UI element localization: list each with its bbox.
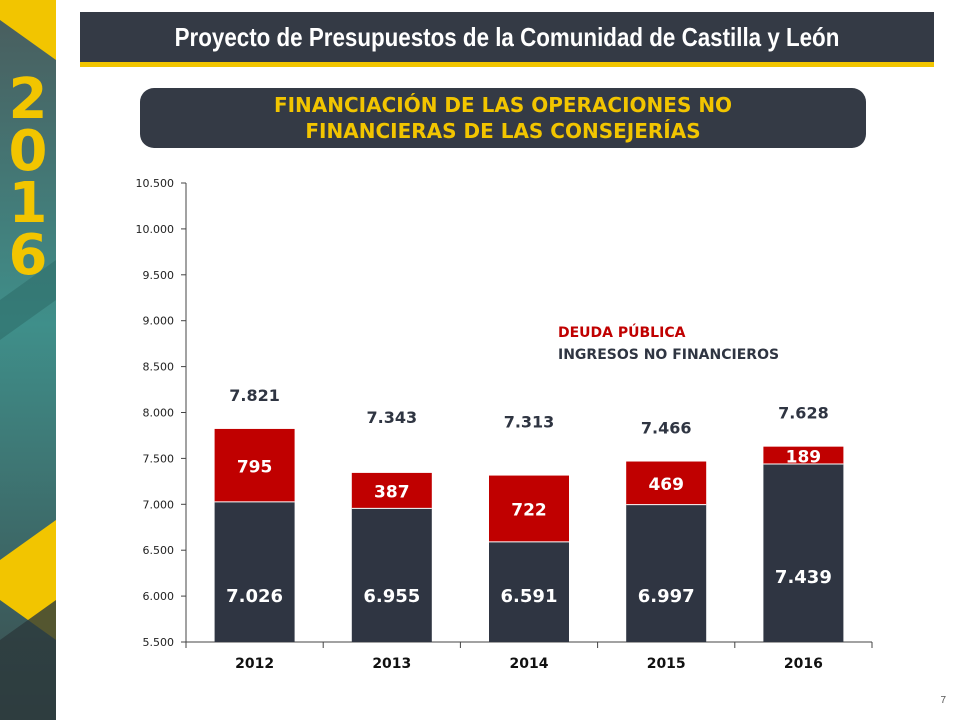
page-number: 7 bbox=[940, 695, 946, 706]
year-digit: 0 bbox=[9, 119, 48, 184]
y-tick-label: 8.000 bbox=[143, 407, 175, 420]
legend: DEUDA PÚBLICA INGRESOS NO FINANCIEROS bbox=[558, 323, 779, 363]
x-tick-label: 2013 bbox=[372, 656, 411, 672]
bars bbox=[214, 428, 844, 642]
bar-ingresos bbox=[351, 508, 432, 642]
bar-label-total: 7.628 bbox=[778, 404, 829, 423]
subtitle-line-1: FINANCIACIÓN DE LAS OPERACIONES NO bbox=[273, 93, 733, 117]
bar-ingresos bbox=[214, 501, 295, 642]
side-band: 2016 bbox=[0, 0, 56, 720]
bar-deuda bbox=[351, 472, 432, 509]
bar-label-ingresos: 6.591 bbox=[501, 586, 558, 607]
x-tick-label: 2012 bbox=[235, 656, 274, 672]
bar-deuda bbox=[763, 446, 844, 464]
bar-label-ingresos: 6.997 bbox=[638, 586, 695, 607]
header-title: Proyecto de Presupuestos de la Comunidad… bbox=[174, 22, 840, 52]
y-tick-label: 10.000 bbox=[136, 223, 175, 236]
x-tick-label: 2015 bbox=[647, 656, 686, 672]
bar-label-deuda: 469 bbox=[648, 475, 684, 495]
year-digits: 2016 bbox=[9, 67, 48, 288]
y-axis: 5.500 6.000 6.500 7.000 7.500 8.000 8.500 9.000… bbox=[136, 177, 187, 649]
subtitle-line-2: FINANCIERAS DE LAS CONSEJERÍAS bbox=[305, 119, 701, 143]
year-digit: 6 bbox=[9, 223, 48, 288]
subtitle-text: FINANCIACIÓN DE LAS OPERACIONES NO FINAN… bbox=[140, 92, 866, 144]
bar-label-total: 7.343 bbox=[366, 408, 417, 427]
bar-ingresos bbox=[626, 504, 707, 642]
bar-deuda bbox=[214, 428, 295, 502]
legend-deuda: DEUDA PÚBLICA bbox=[558, 323, 686, 341]
bar-label-ingresos: 6.955 bbox=[363, 586, 420, 607]
subtitle-box: FINANCIACIÓN DE LAS OPERACIONES NO FINAN… bbox=[140, 88, 866, 148]
legend-ingresos: INGRESOS NO FINANCIEROS bbox=[558, 347, 779, 363]
y-tick-label: 10.500 bbox=[136, 177, 175, 190]
y-tick-label: 6.000 bbox=[143, 590, 175, 603]
band-yellow-top bbox=[0, 0, 56, 60]
y-tick-label: 6.500 bbox=[143, 544, 175, 557]
bar-label-deuda: 387 bbox=[374, 483, 410, 503]
x-tick-label: 2014 bbox=[510, 656, 549, 672]
bar-label-total: 7.821 bbox=[229, 386, 280, 405]
year-digit: 2 bbox=[9, 67, 48, 132]
bar-ingresos bbox=[489, 541, 569, 642]
bar-label-total: 7.466 bbox=[641, 419, 692, 438]
x-tick-label: 2016 bbox=[784, 656, 823, 672]
y-tick-label: 9.000 bbox=[143, 315, 175, 328]
bar-label-deuda: 722 bbox=[511, 501, 547, 521]
y-tick-label: 7.000 bbox=[143, 498, 175, 511]
bar-label-deuda: 189 bbox=[786, 447, 822, 467]
x-axis: 2012 2013 2014 2015 2016 bbox=[185, 641, 873, 672]
bar-label-ingresos: 7.439 bbox=[775, 567, 832, 588]
y-tick-label: 8.500 bbox=[143, 361, 175, 374]
bar-label-deuda: 795 bbox=[237, 457, 273, 477]
year-digit: 1 bbox=[9, 171, 48, 236]
bar-label-total: 7.313 bbox=[504, 413, 555, 432]
bar-deuda bbox=[626, 461, 707, 505]
y-tick-label: 9.500 bbox=[143, 269, 175, 282]
header-bar: Proyecto de Presupuestos de la Comunidad… bbox=[80, 12, 934, 67]
bar-ingresos bbox=[763, 463, 844, 642]
bar-deuda bbox=[489, 475, 569, 542]
bar-label-ingresos: 7.026 bbox=[226, 586, 283, 607]
y-tick-label: 5.500 bbox=[143, 636, 175, 649]
labels: 7.026 795 7.821 6.955 387 7.343 6.591 722 7.313 6… bbox=[226, 386, 832, 607]
y-tick-label: 7.500 bbox=[143, 452, 175, 465]
